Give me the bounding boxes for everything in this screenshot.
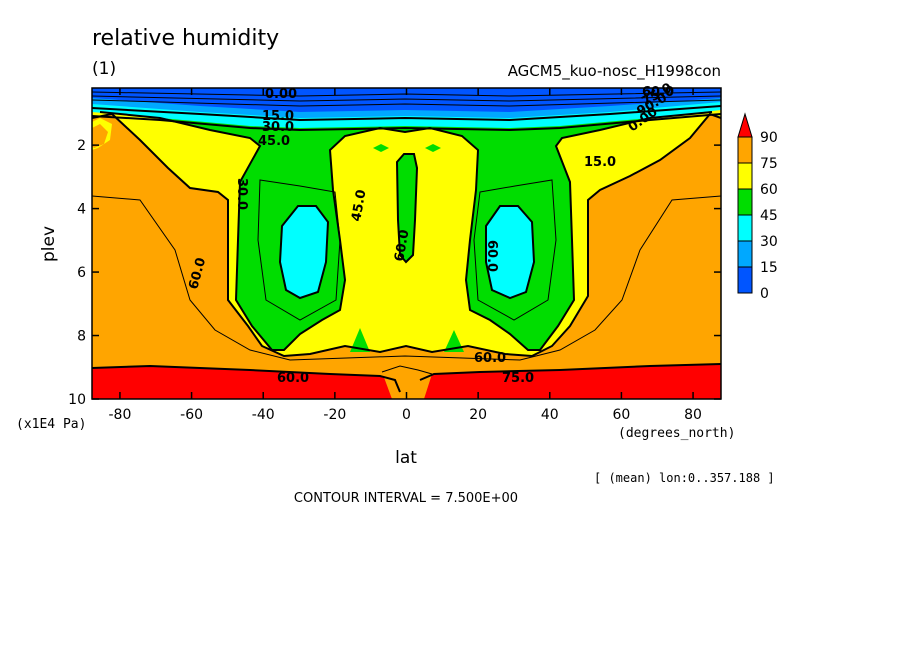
x-tick-label: -20 <box>323 407 346 423</box>
colorbar-label: 15 <box>760 260 778 276</box>
y-tick-label: 4 <box>77 202 86 218</box>
contour-interval: CONTOUR INTERVAL = 7.500E+00 <box>294 491 518 506</box>
contour-label: 60.0 <box>484 240 499 272</box>
contour-field <box>92 88 721 399</box>
colorbar-yellow <box>737 162 753 190</box>
contour-label: 30.0 <box>234 178 249 210</box>
colorbar-label: 90 <box>760 130 778 146</box>
contour-label: 15.0 <box>262 109 294 124</box>
chart-title: relative humidity <box>92 26 279 51</box>
colorbar-blue <box>737 266 753 294</box>
colorbar-label: 45 <box>760 208 778 224</box>
colorbar-orange <box>737 136 753 164</box>
fill-orange-left-corner <box>92 124 108 148</box>
fill-yellow-center <box>340 136 474 198</box>
x-tick-label: 20 <box>469 407 487 423</box>
x-tick-label: -60 <box>180 407 203 423</box>
y-axis: 2 4 6 8 10 <box>68 138 721 408</box>
contour-label: 60.0 <box>277 371 309 386</box>
contour-label: 45.0 <box>258 134 290 149</box>
y-axis-label: plev <box>39 226 59 262</box>
y-tick-label: 8 <box>77 329 86 345</box>
colorbar-green <box>737 188 753 216</box>
x-axis: -80 -60 -40 -20 0 20 40 60 80 <box>109 88 702 423</box>
fill-orange-right-corner <box>702 122 721 144</box>
fill-green-diamond-left <box>373 144 389 152</box>
y-axis-units: (x1E4 Pa) <box>16 417 86 432</box>
x-tick-label: 60 <box>613 407 631 423</box>
colorbar-label: 60 <box>760 182 778 198</box>
fill-cyan-south <box>280 206 328 298</box>
colorbar: 90 75 60 45 30 15 0 <box>737 112 778 302</box>
mean-note: [ (mean) lon:0..357.188 ] <box>594 471 775 485</box>
fill-blue-top <box>92 88 721 112</box>
contour-label: 75.0 <box>502 371 534 386</box>
contour-label: 60.0 <box>474 351 506 366</box>
contour-label: 45.0 <box>349 188 369 222</box>
x-tick-label: -80 <box>109 407 132 423</box>
x-axis-units: (degrees_north) <box>618 426 735 441</box>
colorbar-label: 75 <box>760 156 778 172</box>
fill-red-bottom-right <box>420 364 721 399</box>
fill-green-diamond-right <box>425 144 441 152</box>
x-tick-label: 40 <box>541 407 559 423</box>
contour-label: 30.0 <box>262 120 294 135</box>
contour-label: 0.00 <box>265 87 297 102</box>
x-tick-label: 80 <box>684 407 702 423</box>
contour-label: 15.0 <box>584 155 616 170</box>
colorbar-cyan <box>737 214 753 242</box>
panel-id: (1) <box>92 59 116 79</box>
model-label: AGCM5_kuo-nosc_H1998con <box>508 62 721 81</box>
colorbar-label: 0 <box>760 286 769 302</box>
fill-green-spike-left <box>350 328 370 352</box>
x-tick-label: -40 <box>252 407 275 423</box>
y-tick-label: 10 <box>68 392 86 408</box>
y-tick-label: 6 <box>77 265 86 281</box>
y-tick-label: 2 <box>77 138 86 154</box>
contour-lines <box>92 91 721 393</box>
colorbar-arrow <box>737 112 753 138</box>
contour-label: 60.0 <box>392 228 412 262</box>
fill-green-equator <box>397 154 417 262</box>
colorbar-label: 30 <box>760 234 778 250</box>
fill-orange-notch <box>382 366 432 399</box>
x-axis-label: lat <box>395 448 417 468</box>
fill-green <box>100 100 712 350</box>
colorbar-sky <box>737 240 753 268</box>
x-tick-label: 0 <box>402 407 411 423</box>
fill-cyan-north <box>486 206 534 298</box>
